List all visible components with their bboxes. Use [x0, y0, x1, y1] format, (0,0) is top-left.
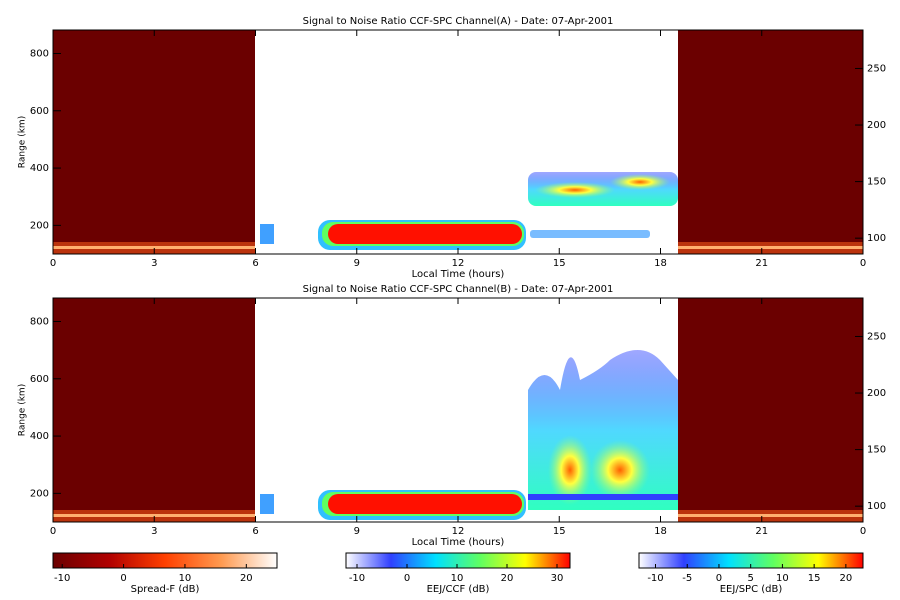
x-axis-label: Local Time (hours)	[412, 537, 505, 548]
colorbar-tick-label: -10	[54, 573, 70, 584]
colorbar-tick-label: 20	[501, 573, 514, 584]
colorbar-tick-label: 20	[240, 573, 253, 584]
x-tick-label: 12	[452, 526, 465, 537]
y2-tick-label: 150	[867, 445, 886, 456]
y2-tick-label: 200	[867, 388, 886, 399]
x-axis-label: Local Time (hours)	[412, 269, 505, 280]
colorbar-tick-label: 10	[776, 573, 789, 584]
x-tick-label: 12	[452, 258, 465, 269]
y-axis-label: Range (km)	[18, 384, 28, 436]
x-tick-label: 6	[252, 258, 258, 269]
x-tick-label: 0	[860, 258, 866, 269]
colorbar-tick-label: 30	[551, 573, 564, 584]
colorbar-tick-label: 10	[451, 573, 464, 584]
x-tick-label: 3	[151, 526, 157, 537]
colorbar-label: EEJ/CCF (dB)	[427, 584, 490, 595]
x-tick-label: 15	[553, 258, 566, 269]
y-tick-label: 400	[30, 163, 49, 174]
y-tick-label: 200	[30, 220, 49, 231]
panel-title: Signal to Noise Ratio CCF-SPC Channel(A)…	[303, 16, 614, 27]
colorbar-tick-label: -10	[647, 573, 663, 584]
y2-tick-label: 150	[867, 177, 886, 188]
colorbar-tick-label: 0	[120, 573, 126, 584]
colorbar-label: Spread-F (dB)	[131, 584, 200, 595]
y-tick-label: 600	[30, 106, 49, 117]
colorbar-tick-label: 15	[808, 573, 821, 584]
y2-tick-label: 200	[867, 120, 886, 131]
y2-tick-label: 250	[867, 63, 886, 74]
x-tick-label: 0	[860, 526, 866, 537]
x-tick-label: 0	[50, 258, 56, 269]
x-tick-label: 18	[654, 526, 667, 537]
colorbar-label: EEJ/SPC (dB)	[720, 584, 783, 595]
colorbar-tick-label: 0	[716, 573, 722, 584]
x-tick-label: 18	[654, 258, 667, 269]
x-tick-label: 21	[755, 258, 768, 269]
colorbar-tick-label: 20	[839, 573, 852, 584]
panel-b-image	[53, 298, 863, 522]
y-axis-label: Range (km)	[18, 116, 28, 168]
colorbar-tick-label: -10	[349, 573, 365, 584]
x-tick-label: 9	[354, 258, 360, 269]
x-tick-label: 9	[354, 526, 360, 537]
y-tick-label: 800	[30, 316, 49, 327]
y-tick-label: 200	[30, 488, 49, 499]
colorbar-tick-label: 0	[404, 573, 410, 584]
colorbar	[345, 552, 571, 569]
x-tick-label: 6	[252, 526, 258, 537]
colorbar-tick-label: -5	[682, 573, 692, 584]
x-tick-label: 15	[553, 526, 566, 537]
panel-a-image	[53, 30, 863, 254]
x-tick-label: 21	[755, 526, 768, 537]
y2-tick-label: 100	[867, 501, 886, 512]
colorbar	[52, 552, 278, 569]
colorbar-tick-label: 5	[747, 573, 753, 584]
y-tick-label: 400	[30, 431, 49, 442]
x-tick-label: 0	[50, 526, 56, 537]
y-tick-label: 600	[30, 374, 49, 385]
x-tick-label: 3	[151, 258, 157, 269]
y2-tick-label: 250	[867, 331, 886, 342]
panel-title: Signal to Noise Ratio CCF-SPC Channel(B)…	[303, 284, 614, 295]
y-tick-label: 800	[30, 48, 49, 59]
colorbar-tick-label: 10	[179, 573, 192, 584]
y2-tick-label: 100	[867, 233, 886, 244]
